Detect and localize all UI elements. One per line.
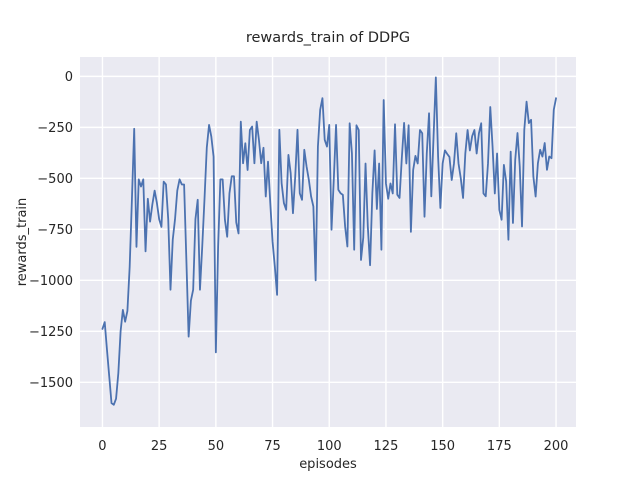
- chart-title: rewards_train of DDPG: [246, 30, 410, 46]
- y-tick-label: −1000: [29, 274, 73, 289]
- x-axis-label: episodes: [299, 457, 357, 472]
- series-line-rewards-train: [101, 76, 557, 406]
- x-tick-label: 50: [208, 439, 225, 454]
- grid-y-lines: [80, 75, 576, 384]
- y-tick-label: −1500: [29, 376, 73, 391]
- y-tick-label: −750: [37, 223, 73, 238]
- x-tick-label: 25: [151, 439, 168, 454]
- x-tick-label: 200: [544, 439, 569, 454]
- x-tick-label: 125: [374, 439, 399, 454]
- x-tick-label: 75: [264, 439, 281, 454]
- y-axis-label: rewards_train: [15, 198, 30, 287]
- grid-x-lines: [101, 57, 557, 427]
- x-tick-label: 150: [430, 439, 455, 454]
- x-tick-label: 100: [317, 439, 342, 454]
- y-tick-label: −250: [37, 121, 73, 136]
- y-tick-label: −1250: [29, 325, 73, 340]
- x-tick-label: 175: [487, 439, 512, 454]
- x-tick-label: 0: [98, 439, 106, 454]
- y-tick-label: −500: [37, 172, 73, 187]
- x-tick-labels: 0 25 50 75 100 125 150 175 200: [98, 439, 568, 454]
- y-tick-labels: 0 −250 −500 −750 −1000 −1250 −1500: [29, 70, 73, 391]
- plot-area: [80, 57, 576, 427]
- y-tick-label: 0: [65, 70, 73, 85]
